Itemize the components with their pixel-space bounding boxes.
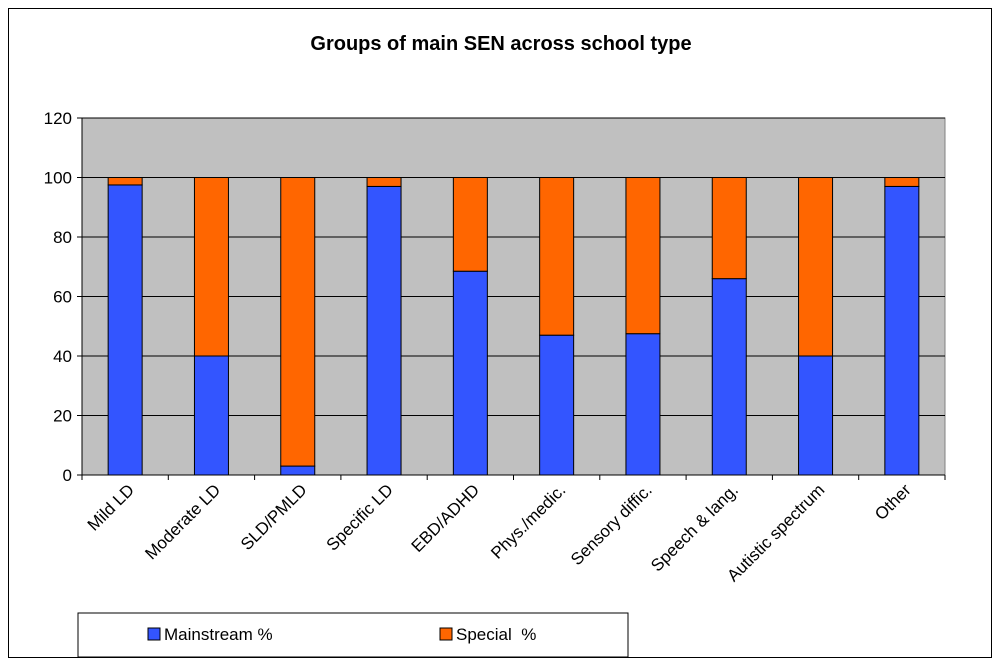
bar-special [280, 177, 316, 467]
y-tick-label: 20 [53, 407, 72, 426]
bar-mainstream [366, 185, 402, 476]
legend-swatch-special [439, 627, 453, 641]
bar-special [711, 177, 747, 280]
y-tick-label: 40 [53, 347, 72, 366]
bar-mainstream [625, 333, 661, 476]
bar-mainstream [539, 334, 575, 476]
y-tick-label: 100 [44, 169, 72, 188]
bar-special [452, 177, 488, 272]
bar-special [107, 177, 143, 186]
bar-mainstream [107, 184, 143, 476]
x-tick-label: Speech & lang. [647, 480, 742, 575]
bar-special [798, 177, 834, 357]
x-tick-label: Mild LD [84, 480, 138, 534]
legend-label-mainstream: Mainstream % [164, 625, 273, 644]
bar-mainstream [193, 355, 229, 476]
legend-swatch-mainstream [147, 627, 161, 641]
legend-label-special: Special % [456, 625, 536, 644]
bar-mainstream [884, 185, 920, 476]
bar-special [193, 177, 229, 357]
y-tick-label: 60 [53, 288, 72, 307]
bar-special [884, 177, 920, 187]
y-tick-label: 120 [44, 109, 72, 128]
x-tick-label: Phys./medic. [487, 480, 569, 562]
x-tick-label: SLD/PMLD [237, 480, 311, 554]
y-tick-label: 0 [63, 466, 72, 485]
bar-mainstream [711, 278, 747, 476]
x-tick-label: Specific LD [323, 480, 397, 554]
y-tick-label: 80 [53, 228, 72, 247]
legend-box [77, 612, 629, 658]
chart-title: Groups of main SEN across school type [310, 33, 691, 55]
bar-special [625, 177, 661, 335]
bar-special [539, 177, 575, 336]
x-tick-label: EBD/ADHD [408, 480, 484, 556]
x-tick-label: Moderate LD [141, 480, 224, 563]
x-tick-label: Other [871, 480, 915, 524]
bar-special [366, 177, 402, 187]
bar-mainstream [280, 465, 316, 476]
bar-mainstream [452, 270, 488, 476]
bar-mainstream [798, 355, 834, 476]
x-tick-label: Sensory diffic. [567, 480, 656, 569]
